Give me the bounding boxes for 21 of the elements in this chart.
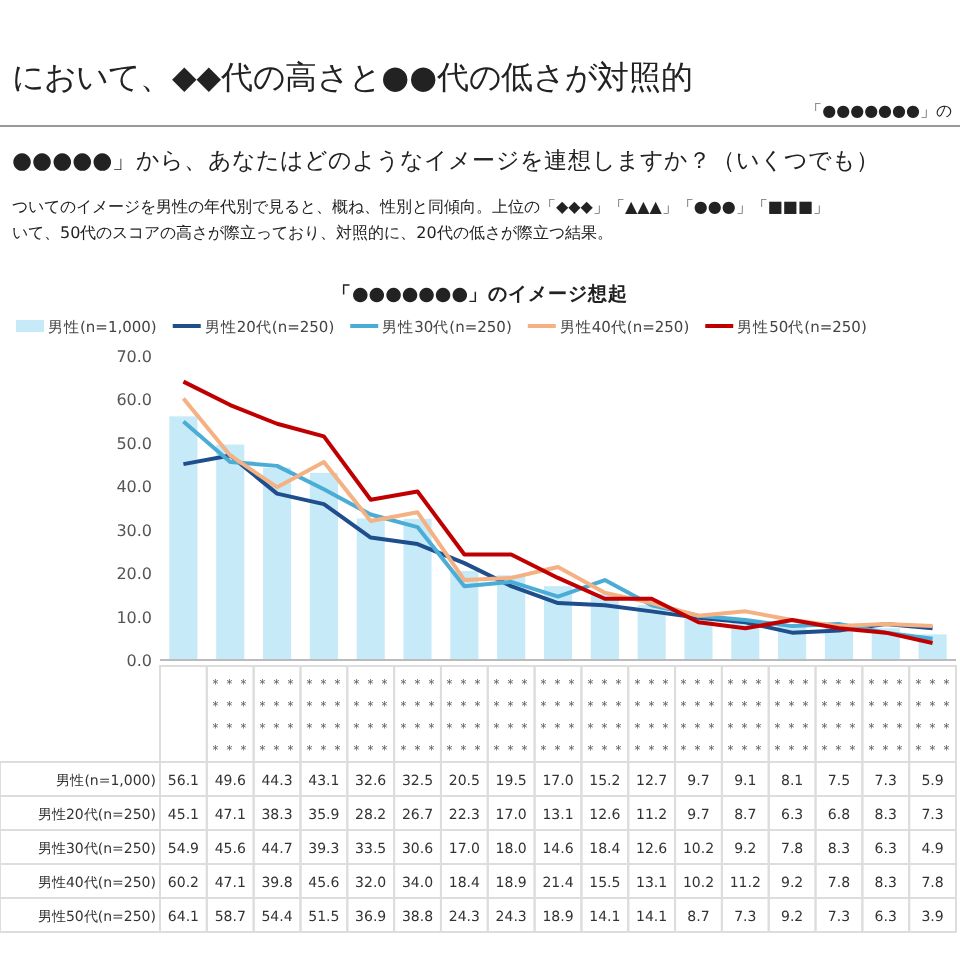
text: ●●●●●」から、あなたはどのようなイメージを連想しますか？（いくつでも） bbox=[12, 146, 881, 174]
bar bbox=[169, 416, 198, 660]
bar bbox=[263, 467, 292, 660]
y-tick-label: 20.0 bbox=[116, 565, 152, 584]
text: いて、50代のスコアの高さが際立っており、対照的に、20代の低さが際立つ結果。 bbox=[12, 224, 613, 242]
bar bbox=[309, 472, 338, 660]
y-tick-label: 70.0 bbox=[116, 348, 152, 366]
text: 「●●●●●●●」の bbox=[806, 102, 952, 120]
y-tick-label: 60.0 bbox=[116, 391, 152, 410]
line-series bbox=[181, 453, 935, 635]
y-tick-label: 10.0 bbox=[116, 608, 152, 627]
bar bbox=[356, 518, 385, 660]
chart-title: 「●●●●●●●」のイメージ想起 bbox=[331, 282, 629, 306]
text: ついてのイメージを男性の年代別で見ると、概ね、性別と同傾向。上位の「◆◆◆」「▲▲▲」「●●●」「■■■」 bbox=[12, 198, 830, 216]
y-tick-label: 30.0 bbox=[116, 521, 152, 540]
bar bbox=[216, 444, 245, 660]
text: において、◆◆代の高さと●●代の低さが対照的 bbox=[12, 58, 694, 96]
bar bbox=[403, 518, 432, 660]
y-tick-label: 40.0 bbox=[116, 478, 152, 497]
y-tick-label: 0.0 bbox=[126, 652, 152, 670]
y-tick-label: 50.0 bbox=[116, 434, 152, 453]
